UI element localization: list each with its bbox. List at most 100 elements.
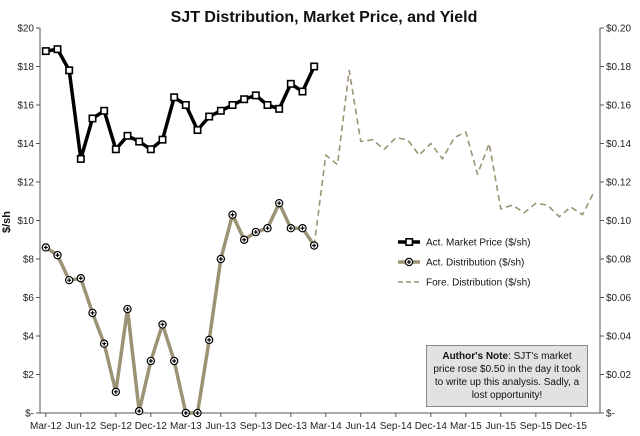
distribution-point [251, 227, 261, 237]
x-tick-label: Jun-13 [206, 421, 237, 432]
price-point [251, 91, 260, 100]
legend-marker-1-cross [407, 260, 411, 264]
price-point [275, 104, 284, 113]
legend-label-1: Act. Distribution ($/sh) [426, 258, 524, 269]
x-tick-label: Mar-14 [310, 421, 342, 432]
distribution-point [76, 274, 86, 283]
distribution-point [53, 250, 62, 260]
distribution-point [134, 406, 144, 416]
price-point [41, 47, 50, 56]
distribution-point [298, 223, 307, 233]
legend-label-2: Fore. Distribution ($/sh) [426, 278, 530, 289]
y-left-tick-label: $4 [23, 332, 35, 343]
x-tick-label: Dec-14 [415, 421, 448, 432]
price-point [65, 66, 74, 75]
distribution-point-cross [148, 359, 153, 364]
x-tick-label: Dec-13 [275, 421, 308, 432]
x-tick-label: Dec-15 [555, 421, 588, 432]
distribution-point-cross [253, 230, 258, 235]
distribution-point [146, 356, 156, 366]
y-right-tick-label: $0.02 [606, 370, 631, 381]
distribution-point [169, 356, 179, 366]
y-right-tick-label: $0.08 [606, 255, 631, 266]
distribution-point-cross [300, 226, 305, 231]
y-right-tick-label: $0.14 [606, 139, 631, 150]
y-left-tick-label: $8 [23, 255, 35, 266]
distribution-point-cross [172, 359, 177, 364]
y-left-tick-label: $10 [17, 216, 34, 227]
distribution-point [216, 254, 226, 264]
chart-title: SJT Distribution, Market Price, and Yiel… [171, 9, 478, 26]
series-markers [41, 45, 319, 418]
distribution-point [309, 241, 319, 250]
price-point [88, 114, 97, 123]
distribution-point [41, 243, 51, 252]
axes: $- $2 $4 $6 $8 $10 $12 $14 $16 $18 $20 $- $0.02 $0.04… [17, 24, 631, 433]
price-point [146, 145, 155, 154]
y-left-tick-label: $14 [17, 139, 34, 150]
x-tick-label: Jun-12 [66, 421, 97, 432]
price-point [216, 106, 225, 115]
distribution-point-cross [312, 243, 317, 248]
y-left-tick-label: $6 [23, 293, 35, 304]
x-tick-label: Mar-15 [450, 421, 482, 432]
price-point [263, 101, 272, 110]
y-right-tick-label: $0.06 [606, 293, 631, 304]
price-point [53, 45, 62, 54]
price-point [298, 87, 307, 96]
distribution-point-cross [55, 253, 60, 258]
price-point [228, 101, 237, 110]
price-point [158, 135, 167, 144]
distribution-point-cross [43, 245, 48, 250]
distribution-point [274, 198, 284, 208]
distribution-point [123, 304, 132, 314]
distribution-point-cross [67, 278, 72, 283]
distribution-point [239, 235, 249, 244]
distribution-point-cross [265, 226, 270, 231]
author-note-heading: Author's Note [442, 351, 509, 362]
distribution-point-cross [113, 389, 118, 394]
price-point [286, 79, 295, 88]
series-line-2 [313, 69, 595, 246]
distribution-point [111, 387, 121, 397]
distribution-point [158, 320, 167, 329]
legend-marker-0 [405, 238, 414, 247]
distribution-point [181, 408, 191, 418]
distribution-point [193, 408, 202, 418]
price-point [170, 93, 179, 102]
price-point [181, 101, 190, 110]
legend-label-0: Act. Market Price ($/sh) [426, 238, 530, 249]
price-point [205, 112, 214, 121]
price-point [123, 131, 132, 140]
y-right-tick-label: $0.10 [606, 216, 631, 227]
y-right-tick-label: $0.16 [606, 101, 631, 112]
distribution-point [99, 339, 109, 348]
series-line-0 [45, 47, 316, 161]
distribution-point-cross [218, 257, 223, 261]
distribution-point-cross [195, 411, 200, 415]
distribution-point-cross [137, 409, 142, 414]
x-tick-label: Sep-13 [240, 421, 273, 432]
y-left-tick-label: $16 [17, 101, 34, 112]
distribution-point-cross [160, 322, 165, 327]
distribution-point [204, 335, 214, 345]
legend: Act. Market Price ($/sh) Act. Distributio… [398, 238, 530, 289]
distribution-point-cross [102, 341, 107, 346]
price-point [240, 95, 249, 104]
y-left-tick-label: $- [25, 409, 34, 420]
price-point [100, 106, 109, 115]
distribution-point [64, 275, 74, 285]
distribution-point-cross [183, 411, 188, 415]
distribution-point [88, 308, 97, 318]
x-tick-label: Jun-14 [346, 421, 377, 432]
series-line-1 [44, 201, 316, 415]
x-tick-label: Mar-13 [170, 421, 202, 432]
y-axis-left-title: $/sh [1, 211, 13, 233]
distribution-point-cross [207, 337, 212, 342]
distribution-point-cross [78, 276, 83, 281]
price-point [310, 62, 319, 71]
author-note: Author's Note: SJT's market price rose $… [426, 345, 588, 407]
y-right-tick-label: $0.04 [606, 332, 631, 343]
distribution-point-cross [242, 237, 247, 242]
